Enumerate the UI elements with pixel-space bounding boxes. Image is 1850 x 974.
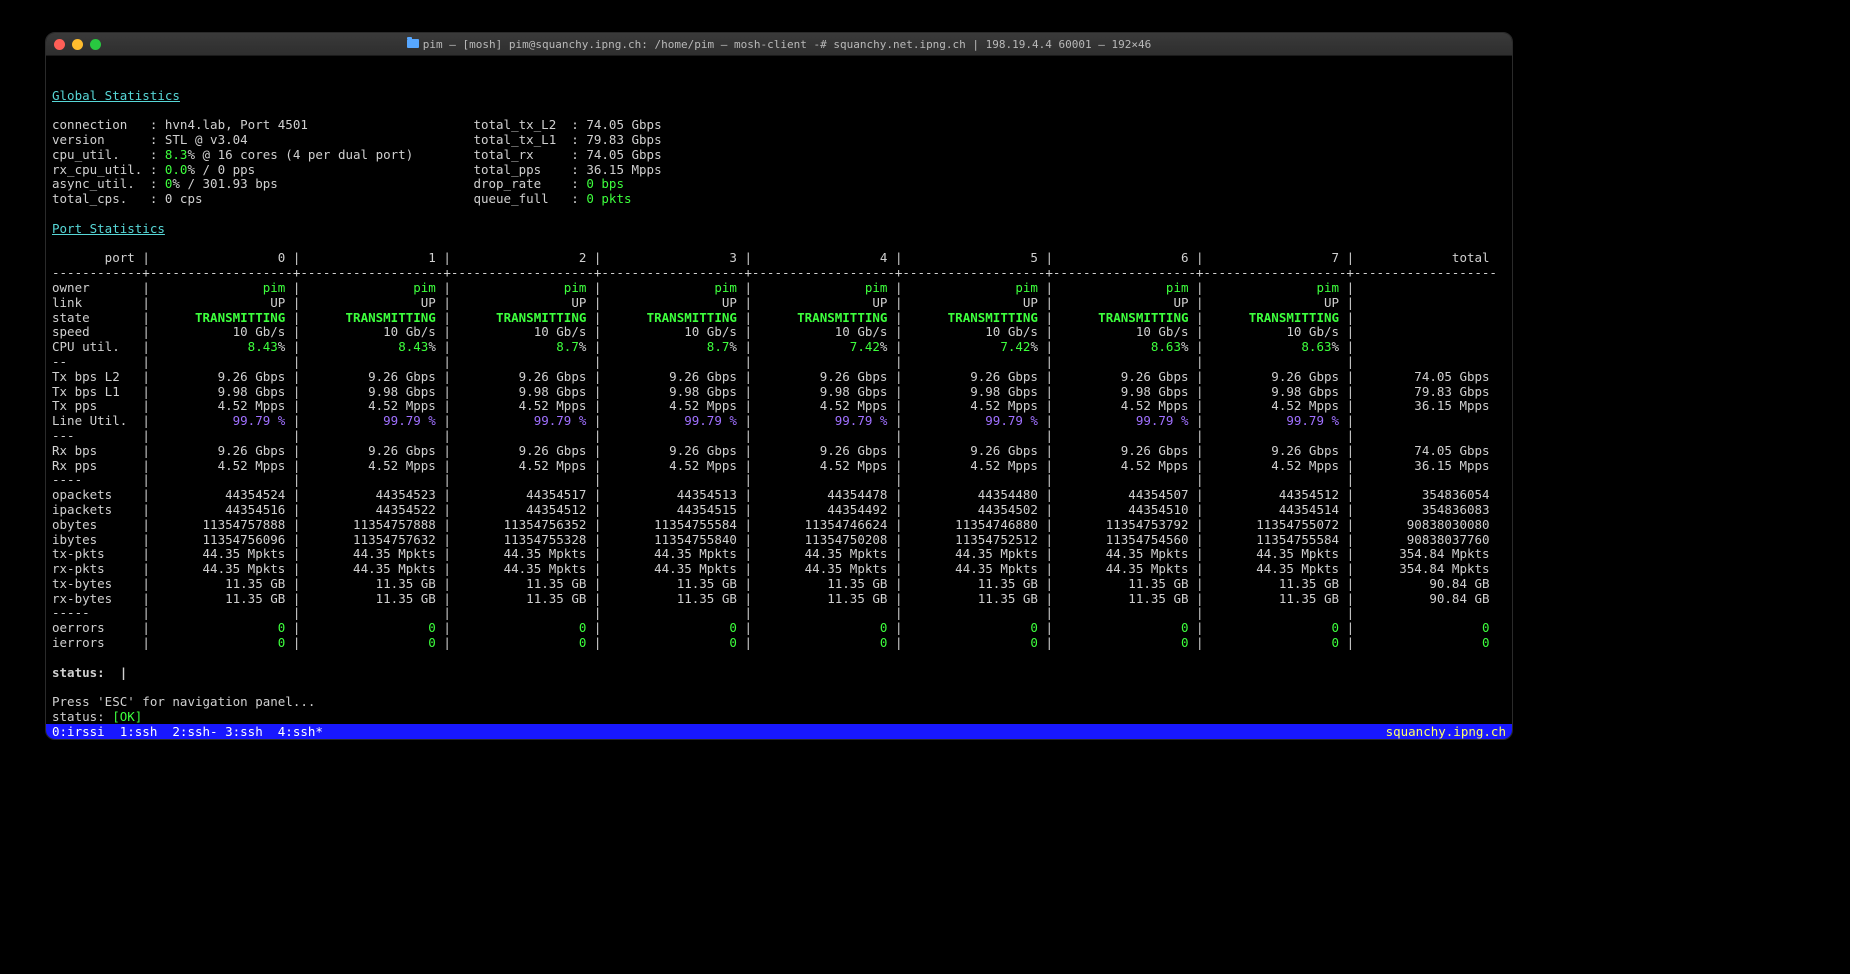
port-table-row: ierrors | 0 | 0 | 0 | 0 | 0 | 0 | 0 | 0 …: [52, 636, 1506, 651]
port-table-sep: ----- | | | | | | | | |: [52, 606, 1506, 621]
port-table-row: tx-pkts | 44.35 Mpkts | 44.35 Mpkts | 44…: [52, 547, 1506, 562]
maximize-icon[interactable]: [90, 39, 101, 50]
port-statistics-heading[interactable]: Port Statistics: [52, 221, 165, 236]
port-table-row: Tx bps L2 | 9.26 Gbps | 9.26 Gbps | 9.26…: [52, 370, 1506, 385]
global-stat-row: version : STL @ v3.04 total_tx_L1 : 79.8…: [52, 133, 1506, 148]
titlebar: pim — [mosh] pim@squanchy.ipng.ch: /home…: [46, 33, 1512, 56]
global-stat-row: async_util. : 0% / 301.93 bps drop_rate …: [52, 177, 1506, 192]
port-table-row: Rx bps | 9.26 Gbps | 9.26 Gbps | 9.26 Gb…: [52, 444, 1506, 459]
status-ok: status: [OK]: [52, 710, 1506, 725]
status-line: status: |: [52, 666, 1506, 681]
port-table-row: tx-bytes | 11.35 GB | 11.35 GB | 11.35 G…: [52, 577, 1506, 592]
port-table-row: ibytes | 11354756096 | 11354757632 | 113…: [52, 533, 1506, 548]
port-table-row: Line Util. | 99.79 % | 99.79 % | 99.79 %…: [52, 414, 1506, 429]
port-table-row: rx-pkts | 44.35 Mpkts | 44.35 Mpkts | 44…: [52, 562, 1506, 577]
global-stat-row: cpu_util. : 8.3% @ 16 cores (4 per dual …: [52, 148, 1506, 163]
port-table-row: CPU util. | 8.43% | 8.43% | 8.7% | 8.7% …: [52, 340, 1506, 355]
close-icon[interactable]: [54, 39, 65, 50]
port-table-row: Tx pps | 4.52 Mpps | 4.52 Mpps | 4.52 Mp…: [52, 399, 1506, 414]
port-table-row: owner | pim | pim | pim | pim | pim | pi…: [52, 281, 1506, 296]
minimize-icon[interactable]: [72, 39, 83, 50]
port-table-row: state | TRANSMITTING | TRANSMITTING | TR…: [52, 311, 1506, 326]
port-table-row: link | UP | UP | UP | UP | UP | UP | UP …: [52, 296, 1506, 311]
port-table-row: Tx bps L1 | 9.98 Gbps | 9.98 Gbps | 9.98…: [52, 385, 1506, 400]
port-table-sep: --- | | | | | | | | |: [52, 429, 1506, 444]
nav-hint: Press 'ESC' for navigation panel...: [52, 695, 1506, 710]
port-table-row: ipackets | 44354516 | 44354522 | 4435451…: [52, 503, 1506, 518]
window-title: pim — [mosh] pim@squanchy.ipng.ch: /home…: [46, 38, 1512, 51]
port-table-row: obytes | 11354757888 | 11354757888 | 113…: [52, 518, 1506, 533]
tmux-host: squanchy.ipng.ch: [1386, 724, 1506, 739]
port-table-sep: -- | | | | | | | | |: [52, 355, 1506, 370]
port-table-row: opackets | 44354524 | 44354523 | 4435451…: [52, 488, 1506, 503]
port-table-divider: ------------+-------------------+-------…: [52, 266, 1506, 281]
port-table-header: port | 0 | 1 | 2 | 3 | 4 | 5 | 6 | 7 | t…: [52, 251, 1506, 266]
traffic-lights: [54, 39, 101, 50]
global-statistics-heading[interactable]: Global Statistics: [52, 88, 180, 103]
terminal-window: pim — [mosh] pim@squanchy.ipng.ch: /home…: [45, 32, 1513, 740]
folder-icon: [407, 39, 419, 48]
port-table-row: Rx pps | 4.52 Mpps | 4.52 Mpps | 4.52 Mp…: [52, 459, 1506, 474]
tmux-windows[interactable]: 0:irssi 1:ssh 2:ssh- 3:ssh 4:ssh*: [52, 724, 323, 739]
port-table-row: rx-bytes | 11.35 GB | 11.35 GB | 11.35 G…: [52, 592, 1506, 607]
global-stat-row: rx_cpu_util. : 0.0% / 0 pps total_pps : …: [52, 163, 1506, 178]
global-stat-row: total_cps. : 0 cps queue_full : 0 pkts: [52, 192, 1506, 207]
port-table-sep: ---- | | | | | | | | |: [52, 473, 1506, 488]
tmux-statusbar: 0:irssi 1:ssh 2:ssh- 3:ssh 4:ssh* squanc…: [46, 724, 1512, 739]
terminal-content[interactable]: Global Statistics connection : hvn4.lab,…: [46, 55, 1512, 739]
global-stat-row: connection : hvn4.lab, Port 4501 total_t…: [52, 118, 1506, 133]
port-table-row: speed | 10 Gb/s | 10 Gb/s | 10 Gb/s | 10…: [52, 325, 1506, 340]
port-table-row: oerrors | 0 | 0 | 0 | 0 | 0 | 0 | 0 | 0 …: [52, 621, 1506, 636]
